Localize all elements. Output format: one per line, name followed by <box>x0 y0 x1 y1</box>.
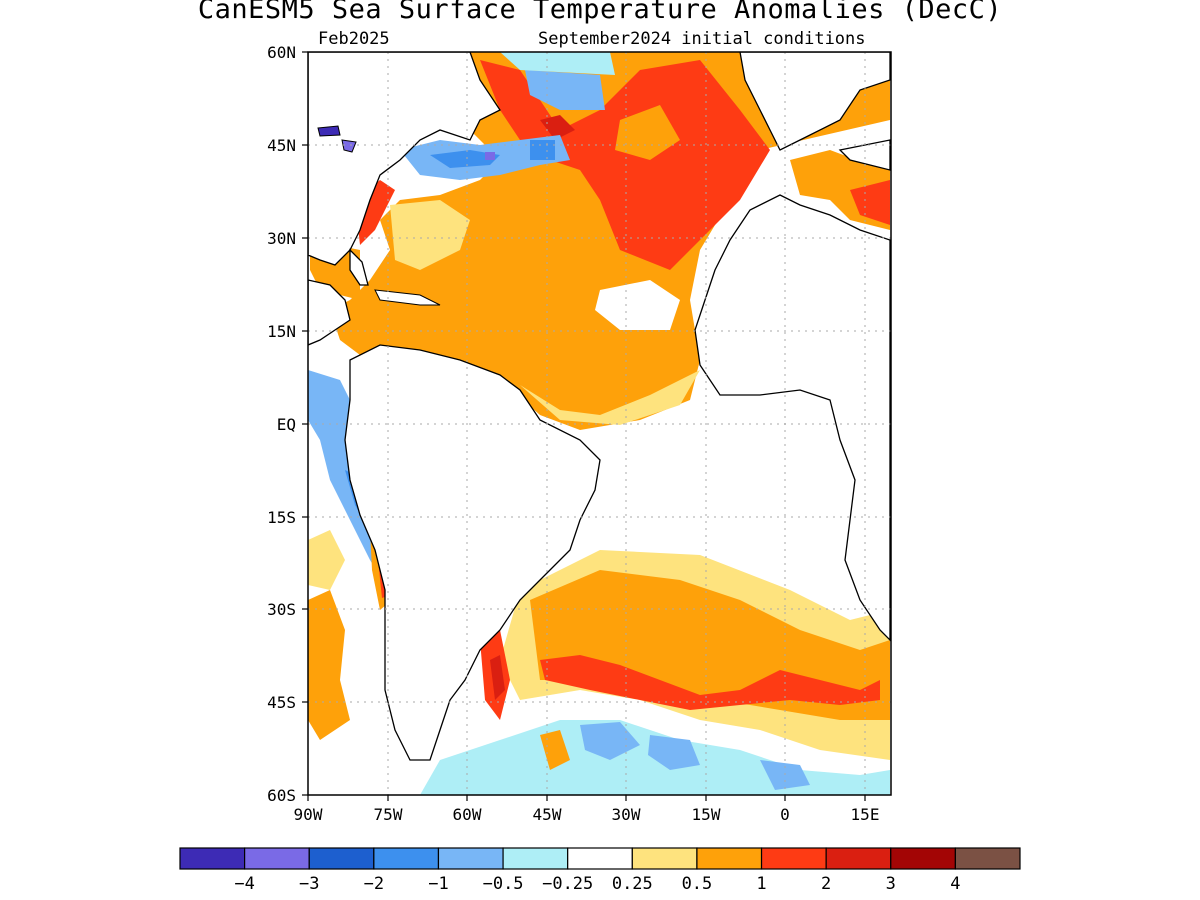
colorbar-swatch <box>308 847 375 870</box>
lat-label: 15N <box>267 322 296 341</box>
map-title: CanESM5 Sea Surface Temperature Anomalie… <box>197 0 1003 25</box>
colorbar-swatch <box>954 847 1021 870</box>
colorbar-tick-label: −0.5 <box>483 874 524 894</box>
colorbar-swatch <box>244 847 310 870</box>
colorbar-tick-label: 3 <box>886 874 896 894</box>
colorbar-swatch <box>696 847 763 870</box>
lon-label: 0 <box>780 805 790 824</box>
colorbar-tick-label: 4 <box>950 874 960 894</box>
colorbar-tick-label: −4 <box>234 874 254 894</box>
lon-label: 75W <box>374 805 403 824</box>
lon-label: 90W <box>294 805 323 824</box>
landmasses <box>308 52 891 761</box>
valid-month-label: Feb2025 <box>318 29 390 49</box>
lat-label: 30S <box>267 600 296 619</box>
colorbar-tick-label: 1 <box>756 874 766 894</box>
colorbar-swatch <box>502 847 569 870</box>
map-gridlines <box>308 52 891 795</box>
colorbar-tick-label: 0.25 <box>612 874 653 894</box>
lon-label: 15E <box>851 805 880 824</box>
lat-label: 60N <box>267 43 296 62</box>
axis-ticks <box>302 51 866 801</box>
colorbar-swatch <box>567 847 633 870</box>
colorbar-tick-label: −1 <box>428 874 448 894</box>
lat-label: 60S <box>267 786 296 805</box>
colorbar-swatch <box>631 847 698 870</box>
colorbar-tick-label: −2 <box>364 874 384 894</box>
colorbar-swatch <box>179 847 246 870</box>
latitude-labels: 60N 45N 30N 15N EQ 15S 30S 45S 60S <box>267 43 296 805</box>
lat-label: 15S <box>267 508 296 527</box>
lat-label: 45N <box>267 136 296 155</box>
lat-label: 45S <box>267 693 296 712</box>
colorbar-swatch <box>437 847 504 870</box>
lon-label: 45W <box>533 805 562 824</box>
colorbar-swatch <box>760 847 827 870</box>
lat-label: 30N <box>267 229 296 248</box>
longitude-labels: 90W 75W 60W 45W 30W 15W 0 15E <box>294 805 880 824</box>
colorbar-swatch <box>373 847 440 870</box>
colorbar-tick-label: 2 <box>821 874 831 894</box>
lon-label: 15W <box>692 805 721 824</box>
colorbar-tick-label: −0.25 <box>542 874 593 894</box>
anomaly-field <box>308 52 891 795</box>
colorbar-swatch <box>890 847 956 870</box>
lon-label: 30W <box>612 805 641 824</box>
init-conditions-label: September2024 initial conditions <box>538 29 866 49</box>
colorbar <box>179 847 1021 870</box>
north-atlantic-strong-warm <box>480 60 770 270</box>
colorbar-tick-label: −3 <box>299 874 319 894</box>
colorbar-tick-label: 0.5 <box>682 874 713 894</box>
colorbar-labels: −4 −3 −2 −1 −0.5 −0.25 0.25 0.5 1 2 3 4 <box>234 874 960 894</box>
colorbar-swatch <box>825 847 892 870</box>
lat-label: EQ <box>277 415 296 434</box>
lon-label: 60W <box>453 805 482 824</box>
